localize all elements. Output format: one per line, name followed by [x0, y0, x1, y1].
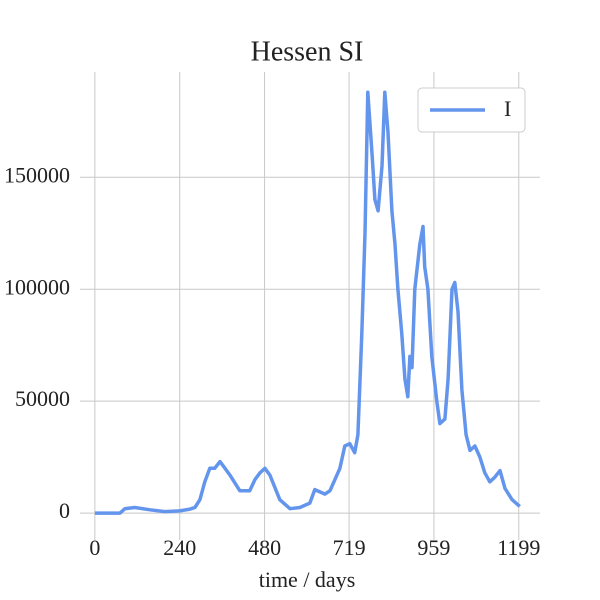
x-tick-label: 480 — [248, 535, 281, 560]
x-axis-label: time / days — [259, 567, 356, 592]
y-tick-label: 50000 — [15, 386, 70, 411]
x-tick-label: 959 — [417, 535, 450, 560]
y-tick-label: 150000 — [4, 162, 70, 187]
y-tick-label: 0 — [59, 498, 70, 523]
x-tick-label: 240 — [163, 535, 196, 560]
x-tick-label: 719 — [333, 535, 366, 560]
y-tick-label: 100000 — [4, 274, 70, 299]
x-tick-label: 0 — [89, 535, 100, 560]
chart-title: Hessen SI — [251, 36, 364, 67]
x-tick-label: 1199 — [497, 535, 540, 560]
legend-label: I — [504, 96, 511, 121]
line-series — [94, 90, 521, 515]
